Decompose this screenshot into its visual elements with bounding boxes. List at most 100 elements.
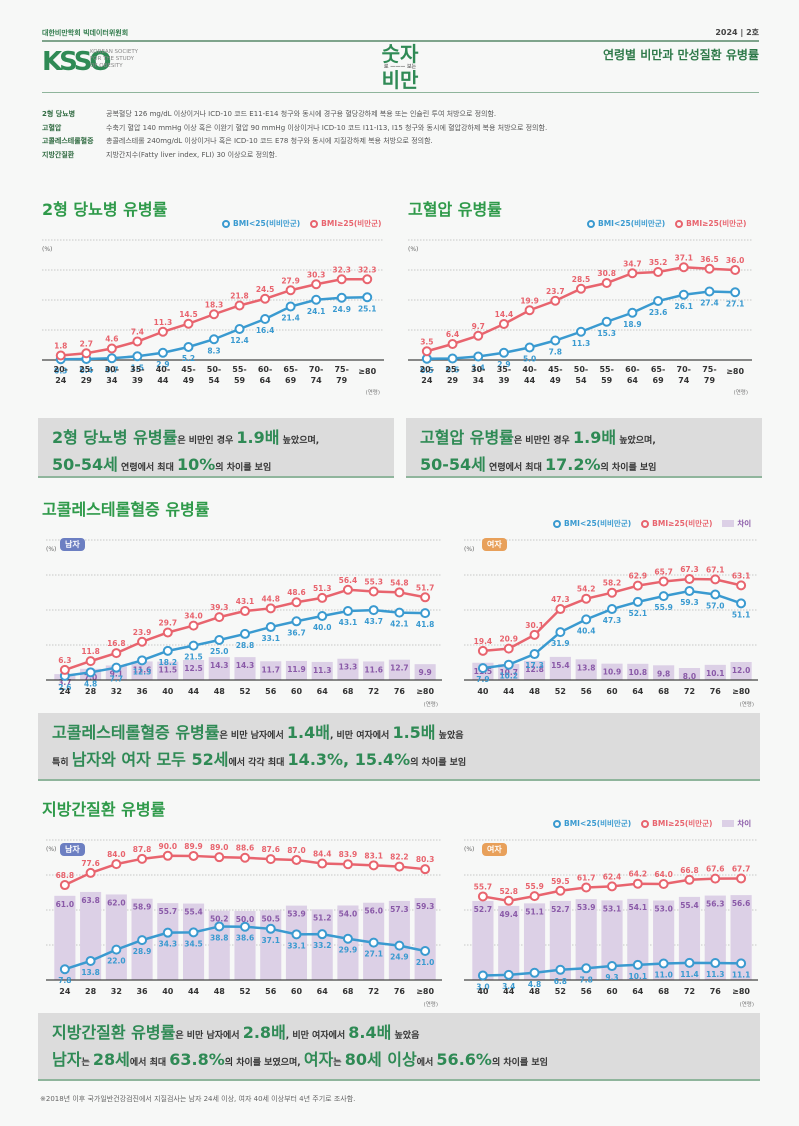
normal-point [607,604,617,615]
summary-text: 의 차이를 보임 [491,1058,548,1068]
obese-point [581,882,592,893]
diff-bar [337,658,359,680]
obese-point [653,267,664,277]
obese-point [132,336,143,347]
normal-point [710,589,721,600]
summary-text: , 비만 여자에서 [329,731,393,741]
summary-text: 은 비만인 경우 [177,436,237,446]
summary-highlight: 2.8배 [242,1023,286,1042]
normal-data-label: 38.6 [236,934,255,943]
normal-data-label: 4.8 [84,679,97,688]
obese-point [291,597,302,608]
x-tick-label: 24 [55,376,67,385]
obese-data-label: 4.6 [105,335,118,344]
obese-data-label: 55.3 [364,578,383,587]
circle-marker-icon [310,219,319,228]
obese-point [503,643,514,654]
diff-bar-label: 51.1 [525,907,544,916]
fatty-liver-summary: 지방간질환 유병률은 비만 남자에서 2.8배, 비만 여자에서 8.4배 높았… [38,1013,760,1079]
x-tick-label: 45- [181,365,195,374]
obese-data-label: 35.2 [649,258,668,267]
x-tick-label: 76 [710,987,722,996]
obese-point [581,593,592,604]
normal-data-label: 27.1 [726,299,745,308]
x-tick-label: 30- [471,365,485,374]
obese-point [447,339,458,349]
obese-data-label: 62.9 [629,572,648,581]
normal-data-label: 10.2 [499,672,518,681]
obese-data-label: 23.7 [546,287,565,296]
obese-data-label: 51.3 [313,584,332,593]
x-tick-label: 48 [529,987,541,996]
normal-point [368,605,379,616]
obese-data-label: 80.3 [416,855,435,864]
x-tick-label: 52 [239,687,250,696]
legend-obese: BMI≥25(비만군) [675,218,746,229]
normal-data-label: 16.4 [256,326,275,335]
diff-bar-label: 53.9 [287,910,306,919]
diff-bar [601,900,623,980]
summary-highlight: 지방간질환 유병률 [52,1023,176,1042]
male-badge: 남자 [60,843,85,856]
x-tick-label: 60 [606,987,618,996]
obese-point [260,293,271,304]
obese-point [342,584,353,595]
normal-data-label: 23.6 [649,308,668,317]
x-tick-label: 69 [285,376,297,385]
diff-bar-label: 15.4 [551,661,570,670]
summary-highlight: 남자 [52,1050,82,1069]
male-badge: 남자 [60,538,85,551]
fatty-liver-female-chart: (%) 52.7 49.4 51.1 52.7 53.9 53.1 54.1 53.0 55.4 5… [464,839,758,1008]
hypertension-summary: 고혈압 유병률은 비만인 경우 1.9배 높았으며, 50-54세 연령에서 최… [406,418,762,476]
diff-bar [653,900,675,980]
diff-bar-label: 50.0 [236,915,255,924]
cholesterol-male-chart: (%)3.77.09.111.611.512.514.314.311.711.9… [46,539,442,708]
diff-bar [80,891,102,980]
x-tick-label: 44 [503,687,515,696]
definition-row: 고혈압 수축기 혈압 140 mmHg 이상 혹은 이완기 혈압 90 mmHg … [42,122,547,136]
legend-label: BMI<25(비비만군) [564,819,632,828]
obese-data-label: 3.5 [420,337,433,346]
obese-point [59,664,70,675]
diff-bar [131,661,153,680]
diff-bar [234,657,256,680]
circle-marker-icon [641,819,650,828]
x-tick-label: 25- [79,365,93,374]
cholesterol-summary: 고콜레스테롤혈증 유병률은 비만 남자에서 1.4배, 비만 여자에서 1.5배… [38,713,760,779]
obese-data-label: 87.8 [133,845,152,854]
normal-data-label: 11.3 [572,339,591,348]
x-tick-label: 20- [420,365,434,374]
x-tick-label: 68 [658,987,670,996]
normal-data-label: 12.4 [230,336,249,345]
diff-bar-label: 53.0 [654,905,673,914]
x-unit-label: (연령) [740,1000,754,1008]
legend-label: BMI≥25(비만군) [321,219,382,228]
normal-point [555,627,566,638]
normal-data-label: 6.8 [554,977,567,986]
x-tick-label: 68 [658,687,670,696]
diff-bar-label: 9.9 [418,668,431,677]
normal-point [234,324,245,334]
diff-bar-label: 10.9 [603,668,622,677]
summary-text: 에서 [416,1058,437,1068]
diff-bar [678,668,701,680]
x-tick-label: 29 [81,376,93,385]
normal-data-label: 0.4 [80,366,93,375]
x-unit-label: (연령) [366,388,380,396]
normal-data-label: 5.2 [182,354,195,363]
legend-diff: 차이 [722,818,751,829]
x-tick-label: 55- [232,365,246,374]
normal-data-label: 2.9 [497,360,510,369]
x-tick-label: 29 [447,376,459,385]
definition-term: 지방간질환 [42,150,75,159]
normal-point [394,940,405,951]
normal-point [477,663,488,674]
normal-point [420,946,431,957]
x-tick-label: 75- [702,365,716,374]
legend-obese: BMI≥25(비만군) [310,218,381,229]
obese-point [710,574,721,585]
obese-data-label: 6.3 [58,656,71,665]
obese-data-label: 7.4 [131,328,144,337]
legend-label: BMI<25(비비만군) [564,519,632,528]
y-unit-label: (%) [46,546,56,553]
